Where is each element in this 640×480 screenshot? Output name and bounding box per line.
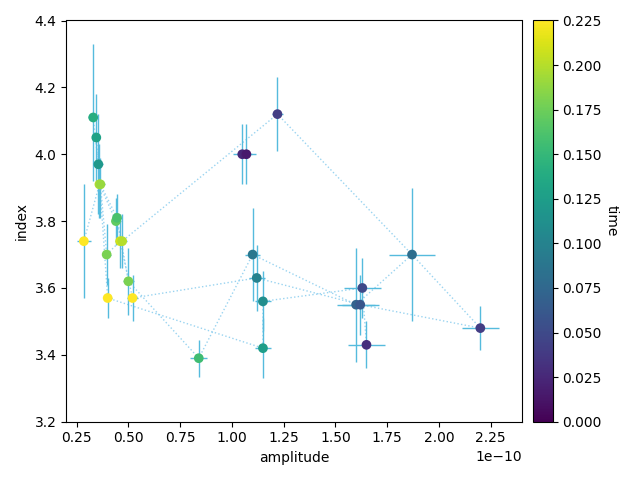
Point: [194, 354, 204, 362]
Point: [273, 110, 283, 118]
Point: [93, 160, 104, 168]
Point: [111, 217, 121, 225]
Point: [112, 214, 122, 222]
Point: [351, 301, 361, 309]
Point: [362, 341, 372, 348]
Point: [252, 274, 262, 282]
Y-axis label: index: index: [15, 202, 29, 240]
Point: [124, 277, 134, 285]
Point: [95, 180, 106, 188]
Point: [88, 114, 99, 121]
Point: [102, 294, 113, 302]
Point: [248, 251, 258, 258]
Point: [476, 324, 486, 332]
Point: [407, 251, 417, 258]
Point: [94, 180, 104, 188]
Y-axis label: time: time: [605, 205, 619, 237]
Point: [79, 237, 89, 245]
Point: [115, 237, 125, 245]
Point: [237, 150, 248, 158]
Point: [241, 150, 252, 158]
Point: [117, 237, 127, 245]
Point: [258, 298, 268, 305]
Point: [355, 301, 365, 309]
Point: [102, 251, 112, 258]
Point: [258, 344, 268, 352]
Point: [127, 294, 138, 302]
Point: [91, 134, 101, 142]
Point: [357, 284, 367, 292]
X-axis label: amplitude: amplitude: [259, 451, 329, 465]
